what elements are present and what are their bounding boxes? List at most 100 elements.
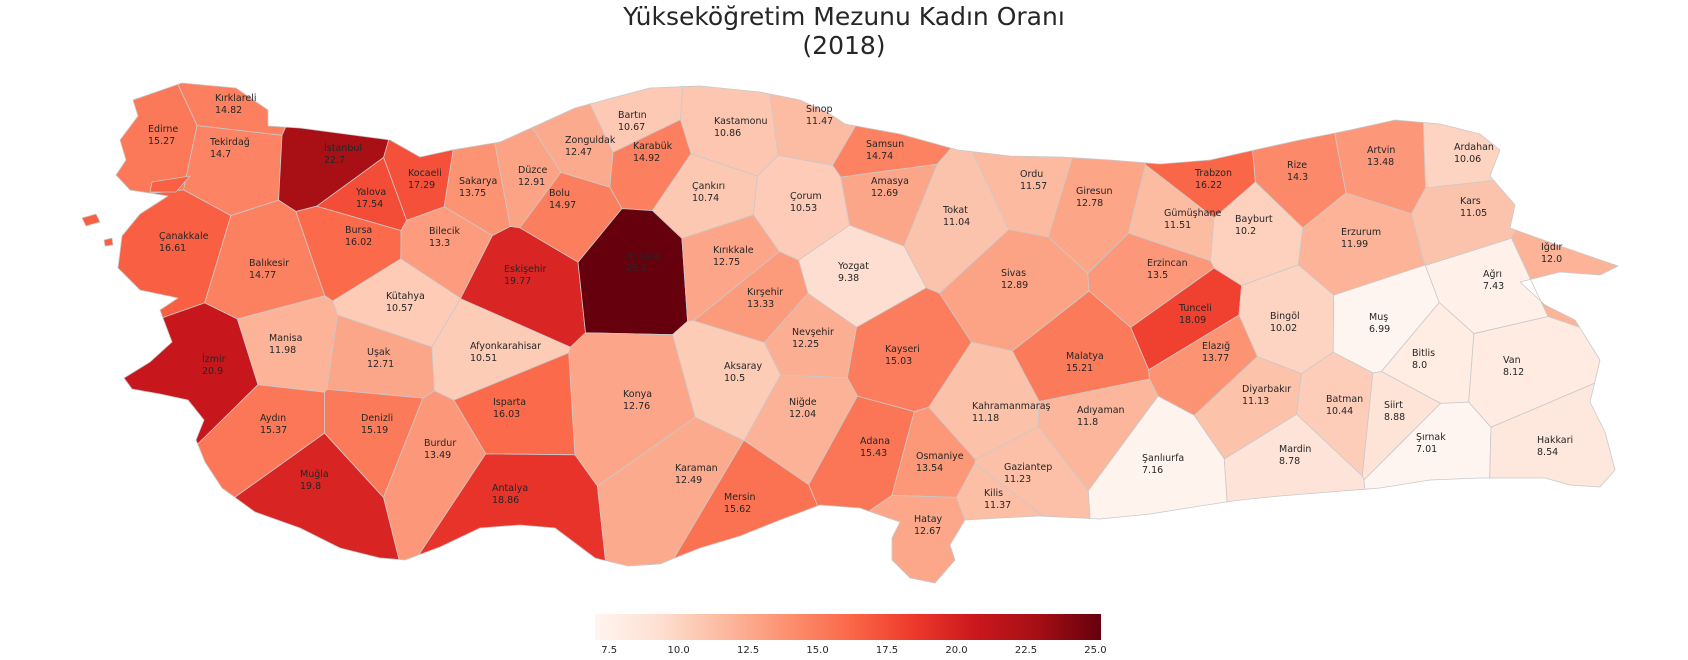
province-value-label: 10.5: [724, 373, 745, 384]
title-line-1: Yükseköğretim Mezunu Kadın Oranı: [623, 2, 1065, 31]
province-name-label: Bilecik: [429, 226, 461, 237]
province-value-label: 14.97: [549, 200, 576, 211]
province-value-label: 15.27: [148, 136, 175, 147]
province-name-label: Nevşehir: [792, 327, 834, 338]
province-name-label: Balıkesir: [249, 258, 289, 269]
province-name-label: Karaman: [675, 463, 718, 474]
province-name-label: Burdur: [424, 438, 456, 449]
province-value-label: 13.3: [429, 238, 450, 249]
province-name-label: Yozgat: [837, 261, 869, 272]
province-Edirne: [115, 84, 198, 194]
province-value-label: 15.21: [1066, 363, 1093, 374]
province-value-label: 10.02: [1270, 323, 1297, 334]
province-name-label: Kayseri: [885, 344, 920, 355]
province-value-label: 11.37: [984, 500, 1011, 511]
province-value-label: 12.0: [1541, 254, 1562, 265]
province-name-label: Gaziantep: [1004, 462, 1052, 473]
province-value-label: 12.89: [1001, 280, 1028, 291]
province-value-label: 12.47: [565, 147, 592, 158]
province-value-label: 12.71: [367, 359, 394, 370]
province-value-label: 8.0: [1412, 360, 1427, 371]
province-name-label: Artvin: [1367, 145, 1395, 156]
province-value-label: 14.77: [249, 270, 276, 281]
province-Şanlıurfa: [1087, 395, 1228, 520]
province-value-label: 7.43: [1483, 281, 1504, 292]
province-name-label: Erzurum: [1341, 227, 1381, 238]
province-value-label: 16.61: [159, 243, 186, 254]
province-value-label: 12.78: [1076, 198, 1103, 209]
province-name-label: Aydın: [260, 413, 286, 424]
province-name-label: Gümüşhane: [1164, 208, 1221, 219]
province-name-label: Van: [1503, 355, 1521, 366]
province-name-label: Mersin: [724, 492, 756, 503]
province-value-label: 7.16: [1142, 465, 1163, 476]
province-name-label: Denizli: [361, 413, 393, 424]
province-name-label: Çanakkale: [159, 231, 209, 242]
province-name-label: Diyarbakır: [1242, 384, 1291, 395]
province-value-label: 12.49: [675, 475, 702, 486]
province-value-label: 15.37: [260, 425, 287, 436]
province-shapes: [81, 82, 1619, 584]
province-name-label: Hakkari: [1537, 435, 1573, 446]
province-name-label: Sinop: [806, 104, 833, 115]
province-value-label: 12.75: [713, 257, 740, 268]
province-name-label: Afyonkarahisar: [470, 341, 541, 352]
map-title: Yükseköğretim Mezunu Kadın Oranı (2018): [0, 2, 1688, 60]
colorbar-tick-label: 12.5: [736, 645, 760, 656]
colorbar-ticks: 7.5 10.0 12.5 15.0 17.5 20.0 22.5 25.0: [595, 645, 1106, 659]
province-name-label: Giresun: [1076, 186, 1113, 197]
province-name-label: İzmir: [202, 354, 226, 365]
province-value-label: 11.04: [943, 217, 970, 228]
province-value-label: 15.62: [724, 504, 751, 515]
province-name-label: Ankara: [626, 251, 659, 262]
province-value-label: 14.7: [210, 149, 231, 160]
province-value-label: 11.18: [972, 413, 999, 424]
province-name-label: Bursa: [345, 225, 372, 236]
province-name-label: Şırnak: [1416, 432, 1446, 443]
province-name-label: Kırıkkale: [713, 245, 754, 256]
province-name-label: Muğla: [300, 469, 329, 480]
island-3: [149, 175, 191, 193]
province-name-label: Siirt: [1384, 400, 1403, 411]
province-value-label: 7.01: [1416, 444, 1437, 455]
island-2: [103, 237, 114, 247]
colorbar-tick-label: 25.0: [1084, 645, 1107, 656]
province-value-label: 8.88: [1384, 412, 1405, 423]
province-value-label: 15.19: [361, 425, 388, 436]
province-value-label: 11.23: [1004, 474, 1031, 485]
province-value-label: 10.06: [1454, 154, 1481, 165]
province-name-label: Sivas: [1001, 268, 1026, 279]
island-1: [81, 213, 101, 227]
province-value-label: 17.54: [356, 199, 383, 210]
province-value-label: 15.03: [885, 356, 912, 367]
colorbar-tick-label: 7.5: [601, 645, 618, 656]
province-name-label: Kırşehir: [747, 287, 783, 298]
colorbar-tick-label: 22.5: [1014, 645, 1038, 656]
province-name-label: Batman: [1326, 394, 1363, 405]
title-line-2: (2018): [802, 31, 886, 60]
province-value-label: 12.67: [914, 526, 941, 537]
province-value-label: 10.67: [618, 122, 645, 133]
province-value-label: 8.12: [1503, 367, 1524, 378]
province-name-label: Şanlıurfa: [1142, 453, 1184, 464]
province-value-label: 10.51: [470, 353, 497, 364]
province-name-label: Karabük: [633, 141, 673, 152]
province-value-label: 10.53: [790, 203, 817, 214]
province-value-label: 11.98: [269, 345, 296, 356]
province-value-label: 13.5: [1147, 270, 1168, 281]
province-name-label: Mardin: [1279, 444, 1311, 455]
province-value-label: 15.43: [860, 448, 887, 459]
province-Antalya: [418, 453, 606, 561]
province-value-label: 12.04: [789, 409, 816, 420]
province-name-label: Hatay: [914, 514, 943, 525]
province-value-label: 13.77: [1202, 353, 1229, 364]
province-value-label: 10.2: [1235, 226, 1256, 237]
province-value-label: 12.25: [792, 339, 819, 350]
province-value-label: 16.02: [345, 237, 372, 248]
province-name-label: Sakarya: [459, 176, 497, 187]
province-value-label: 22.7: [324, 155, 345, 166]
province-name-label: Rize: [1287, 160, 1307, 171]
province-name-label: Bartın: [618, 110, 647, 121]
province-value-label: 13.75: [459, 188, 486, 199]
